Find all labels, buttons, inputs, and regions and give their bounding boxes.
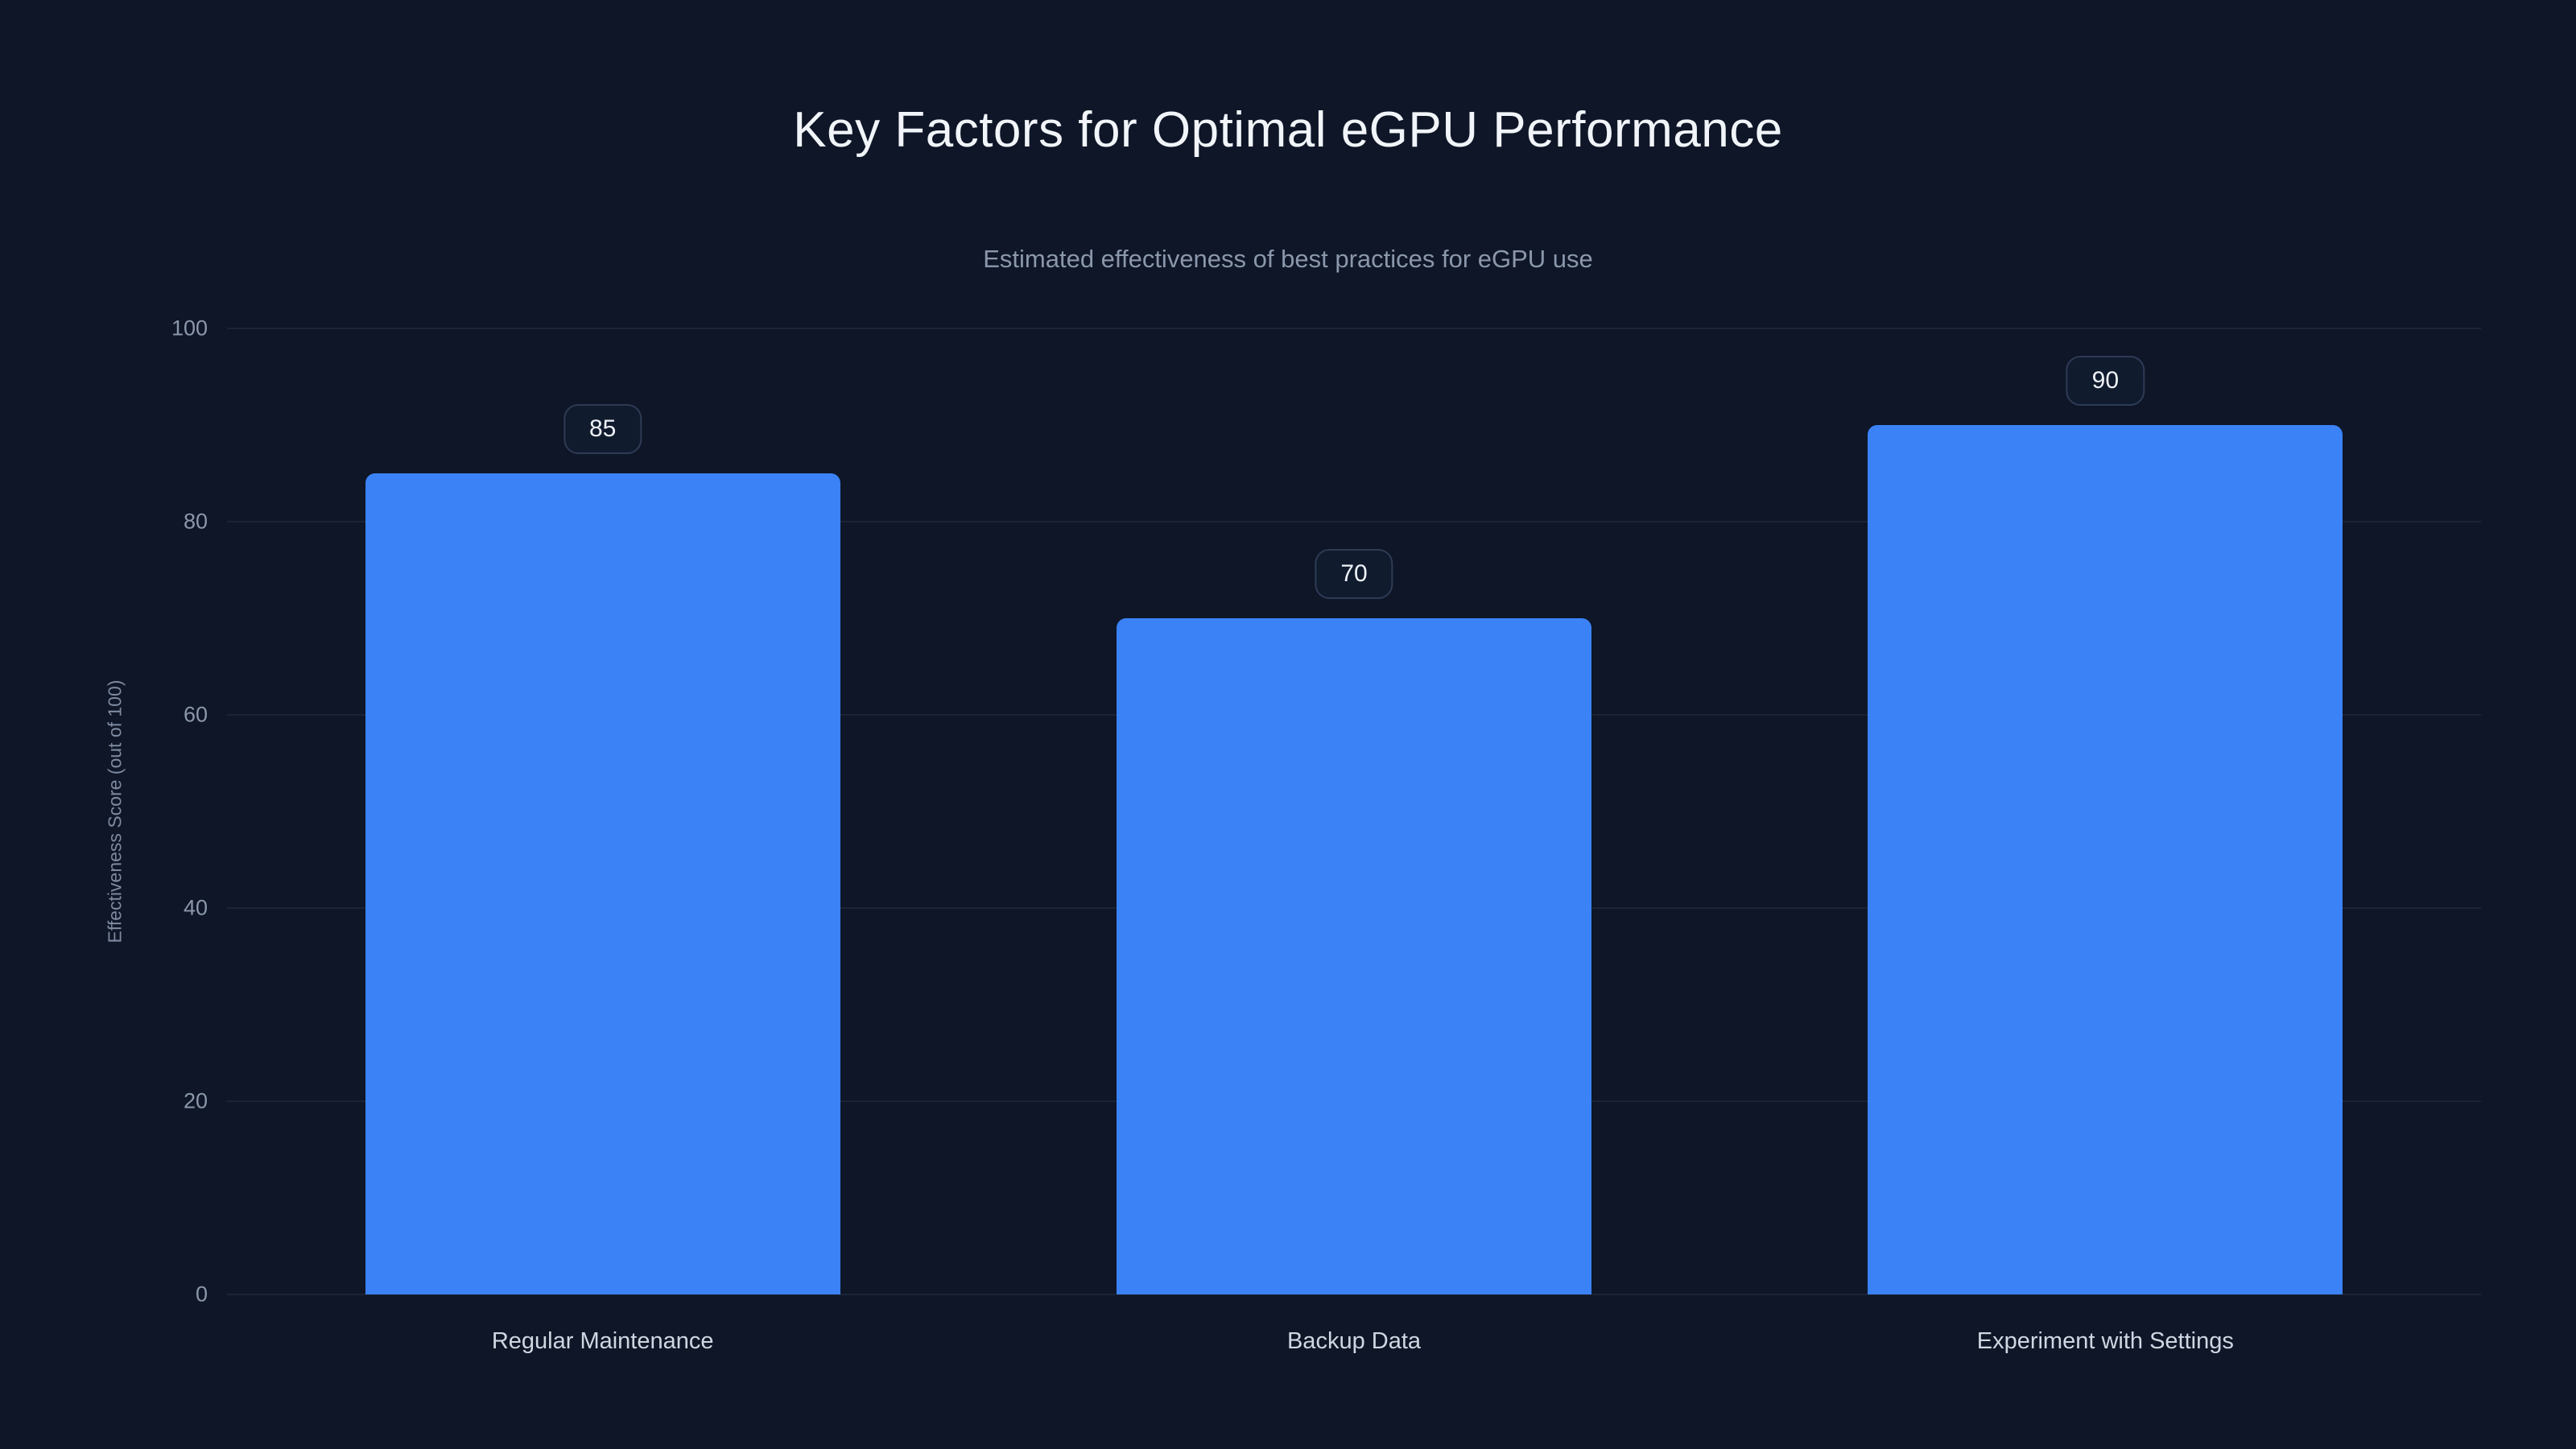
plot-area: 0 20 40 60 80 100 85 Regular Maintenance 70 Backu… [171,317,2481,1354]
y-tick-label: 20 [183,1088,208,1113]
gridline [227,328,2481,329]
chart-title: Key Factors for Optimal eGPU Performance [793,102,1783,158]
bar-1 [1117,618,1591,1294]
y-axis-label: Effectiveness Score (out of 100) [104,679,126,943]
bar-2 [1868,425,2343,1294]
bar-value-badge: 70 [1315,549,1393,599]
gridline [227,1294,2481,1295]
y-tick-label: 100 [171,316,208,341]
bar-value-badge: 85 [563,404,642,454]
x-axis-category-label: Experiment with Settings [1976,1328,2234,1354]
x-axis-category-label: Regular Maintenance [491,1328,714,1354]
chart-subtitle: Estimated effectiveness of best practice… [983,245,1593,273]
y-tick-label: 80 [183,509,208,534]
bar-value-badge: 90 [2066,356,2145,406]
gridline [227,521,2481,522]
y-tick-label: 0 [195,1282,208,1307]
bar-0 [365,473,840,1294]
y-tick-label: 60 [183,702,208,727]
y-tick-label: 40 [183,895,208,920]
x-axis-category-label: Backup Data [1286,1328,1422,1354]
